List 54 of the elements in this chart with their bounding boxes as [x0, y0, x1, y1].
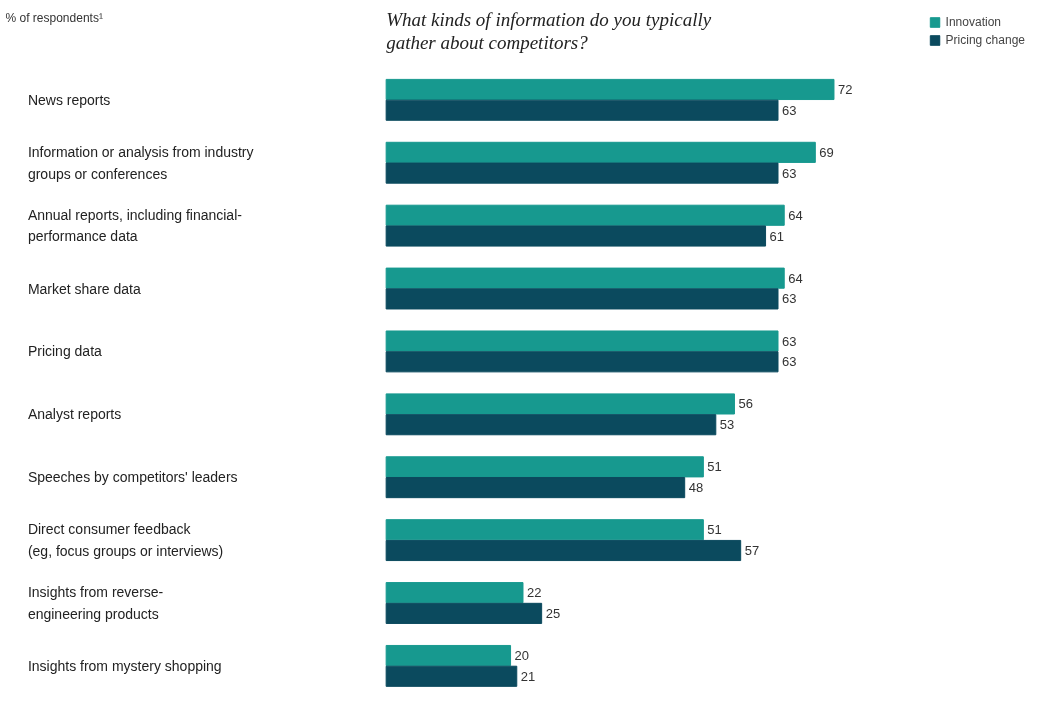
bar — [385, 267, 785, 289]
bar — [385, 456, 704, 478]
legend-label: Pricing change — [945, 33, 1025, 47]
bar — [385, 225, 767, 247]
y-tick-label: Annual reports, including financial- performance data — [27, 206, 243, 245]
bar — [385, 99, 779, 121]
bar — [385, 665, 518, 687]
bar — [385, 141, 816, 163]
chart-title: What kinds of information do you typically gather about competitors? — [386, 8, 712, 53]
bar — [385, 288, 779, 310]
data-label: 56 — [738, 396, 753, 412]
data-label: 63 — [782, 165, 797, 181]
y-tick-label: Insights from mystery shopping — [27, 657, 222, 674]
bar — [385, 644, 512, 667]
data-label: 25 — [545, 605, 561, 621]
data-label: 64 — [788, 207, 803, 223]
y-tick-label: Direct consumer feedback (eg, focus groups or interviews) — [27, 521, 224, 559]
bar — [385, 393, 735, 415]
y-tick-label: Speeches by competitors' leaders — [27, 469, 238, 486]
data-label: 22 — [526, 585, 542, 601]
data-label: 63 — [782, 354, 797, 370]
bar — [385, 414, 717, 436]
bar — [385, 330, 779, 352]
legend-label: Innovation — [945, 15, 1001, 29]
data-label: 21 — [520, 668, 536, 684]
bar — [385, 477, 686, 499]
bar — [385, 582, 524, 604]
y-tick-label: Analyst reports — [27, 406, 122, 423]
data-label: 69 — [819, 144, 834, 160]
data-label: 63 — [782, 291, 797, 307]
data-label: 51 — [707, 459, 722, 475]
bar — [385, 351, 779, 373]
data-label: 57 — [744, 542, 760, 558]
bar — [385, 162, 779, 184]
y-tick-label: Information or analysis from industry groups or conferences — [27, 143, 254, 182]
bar — [385, 204, 785, 226]
y-tick-label: News reports — [27, 91, 111, 108]
data-label: 64 — [788, 270, 803, 286]
y-tick-label: Market share data — [27, 280, 141, 297]
bar — [385, 519, 704, 541]
data-label: 51 — [707, 522, 722, 538]
bar — [385, 602, 543, 624]
bar — [385, 539, 742, 562]
text: % of respondents¹ — [5, 11, 103, 26]
y-tick-label: Pricing data — [27, 343, 103, 360]
data-label: 63 — [782, 333, 797, 349]
data-label: 63 — [782, 102, 797, 118]
data-label: 48 — [688, 480, 704, 496]
data-label: 53 — [719, 417, 735, 433]
y-tick-label: Insights from reverse- engineering products — [27, 584, 164, 622]
data-label: 72 — [837, 81, 853, 97]
data-label: 61 — [769, 228, 785, 244]
data-label: 20 — [514, 648, 530, 664]
bar — [385, 78, 835, 101]
